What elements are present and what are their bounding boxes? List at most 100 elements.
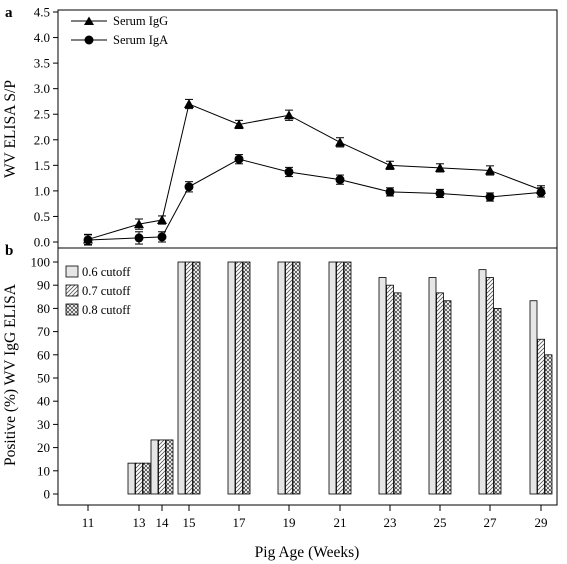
panel-a-y-tick-label: 0.0 xyxy=(34,235,50,250)
data-point-serum-iga xyxy=(83,235,93,245)
bar-group-week-21 xyxy=(328,261,352,495)
panel-a-y-tick-label: 1.0 xyxy=(34,183,50,198)
panel-a-series xyxy=(83,98,546,246)
series-serum-igg xyxy=(83,98,546,246)
panel-a: a WV ELISA S/P 0.0 0.5 1.0 1.5 2.0 2.5 3.0 3.5 4… xyxy=(2,5,558,250)
bar-0-6-cutoff xyxy=(150,439,159,495)
data-point-serum-iga xyxy=(134,233,144,243)
data-point-serum-igg xyxy=(284,110,294,120)
panel-b-legend: 0.6 cutoff 0.7 cutoff 0.8 cutoff xyxy=(65,265,131,317)
panel-a-y-tick-label: 1.5 xyxy=(34,158,50,173)
panel-a-letter: a xyxy=(5,5,13,21)
x-tick-label: 19 xyxy=(283,515,296,530)
x-tick-label: 14 xyxy=(156,515,170,530)
data-point-serum-iga xyxy=(536,187,546,197)
bar-0-8-cutoff xyxy=(443,300,452,495)
bar-0-7-cutoff xyxy=(336,261,344,495)
panel-b-xlabel: Pig Age (Weeks) xyxy=(255,544,360,561)
data-point-serum-iga xyxy=(335,175,345,185)
bar-0-6-cutoff xyxy=(478,269,487,495)
data-point-serum-iga xyxy=(284,167,294,177)
bar-0-6-cutoff xyxy=(529,300,538,495)
series-serum-iga xyxy=(83,154,546,246)
panel-b-y-tick-label: 60 xyxy=(37,347,50,362)
panel-b-ylabel: Positive (%) WV IgG ELISA xyxy=(2,283,19,466)
bar-group-week-23 xyxy=(378,277,402,495)
panel-b-y-tick-label: 30 xyxy=(37,417,50,432)
bar-0-7-cutoff xyxy=(135,462,143,495)
panel-b-y-tick-label: 50 xyxy=(37,371,50,386)
legend-circle-marker xyxy=(84,35,94,45)
panel-a-y-tick-label: 2.5 xyxy=(34,107,50,122)
bar-0-6-cutoff xyxy=(227,261,236,495)
x-tick-label: 29 xyxy=(535,515,548,530)
panel-a-legend: Serum IgG Serum IgA xyxy=(71,14,168,47)
data-point-serum-iga xyxy=(184,182,194,192)
bar-0-8-cutoff xyxy=(493,307,502,495)
panel-a-ylabel: WV ELISA S/P xyxy=(2,80,19,178)
legend-label-serum-igg: Serum IgG xyxy=(113,14,168,28)
data-point-serum-igg xyxy=(385,160,395,170)
panel-a-y-axis: 0.0 0.5 1.0 1.5 2.0 2.5 3.0 3.5 4.0 4.5 xyxy=(34,5,58,250)
panel-b-frame xyxy=(57,247,558,506)
data-point-serum-igg xyxy=(134,219,144,229)
legend-label-0-6-cutoff: 0.6 cutoff xyxy=(82,265,131,279)
panel-a-y-tick-label: 3.0 xyxy=(34,81,50,96)
panel-a-y-tick-label: 4.5 xyxy=(34,5,50,20)
x-tick-label: 21 xyxy=(334,515,347,530)
bar-0-7-cutoff xyxy=(185,261,193,495)
bar-0-6-cutoff xyxy=(277,261,286,495)
x-tick-label: 11 xyxy=(82,515,95,530)
bar-0-7-cutoff xyxy=(158,439,166,495)
data-point-serum-igg xyxy=(335,137,345,147)
bar-0-7-cutoff xyxy=(486,277,494,495)
bar-group-week-27 xyxy=(478,269,502,495)
panel-b-bars xyxy=(127,261,553,495)
data-point-serum-igg xyxy=(157,215,167,225)
panel-b-y-tick-label: 100 xyxy=(31,255,51,270)
bar-0-6-cutoff xyxy=(177,261,186,495)
panel-a-y-tick-label: 3.5 xyxy=(34,56,50,71)
legend-triangle-marker xyxy=(84,16,94,25)
panel-b-x-axis: 11 13 14 15 17 19 21 23 25 27 29 xyxy=(82,505,548,530)
data-point-serum-iga xyxy=(234,154,244,164)
panel-b-y-tick-label: 80 xyxy=(37,301,50,316)
panel-b-y-tick-label: 10 xyxy=(37,463,50,478)
data-point-serum-igg xyxy=(234,119,244,129)
panel-a-y-tick-label: 4.0 xyxy=(34,30,50,45)
data-point-serum-igg xyxy=(485,165,495,175)
bar-group-week-25 xyxy=(428,277,452,495)
panel-b-y-tick-label: 90 xyxy=(37,278,50,293)
panel-a-y-tick-label: 0.5 xyxy=(34,209,50,224)
data-point-serum-iga xyxy=(385,187,395,197)
data-point-serum-igg xyxy=(184,99,194,108)
bar-0-7-cutoff xyxy=(537,338,545,495)
data-point-serum-igg xyxy=(435,162,445,172)
x-tick-label: 15 xyxy=(183,515,196,530)
bar-group-week-15 xyxy=(177,261,201,495)
bar-0-7-cutoff xyxy=(235,261,243,495)
bar-0-8-cutoff xyxy=(165,439,174,495)
panel-b-y-tick-label: 20 xyxy=(37,440,50,455)
bar-0-8-cutoff xyxy=(544,354,553,495)
series-line-serum-iga xyxy=(87,158,542,241)
bar-0-7-cutoff xyxy=(386,284,394,495)
bar-group-week-14 xyxy=(150,439,174,495)
series-line-serum-igg xyxy=(87,103,542,240)
panel-b-letter: b xyxy=(5,243,13,259)
x-tick-label: 17 xyxy=(233,515,247,530)
bar-group-week-19 xyxy=(277,261,301,495)
legend-label-0-7-cutoff: 0.7 cutoff xyxy=(82,284,131,298)
legend-swatch-0-8-cutoff xyxy=(65,303,79,316)
bar-0-8-cutoff xyxy=(192,261,201,495)
data-point-serum-iga xyxy=(485,192,495,202)
panel-b-y-tick-label: 70 xyxy=(37,324,50,339)
bar-0-7-cutoff xyxy=(436,292,444,495)
bar-0-8-cutoff xyxy=(343,261,352,495)
legend-swatch-0-7-cutoff xyxy=(65,284,79,297)
bar-group-week-13 xyxy=(127,462,151,495)
bar-0-7-cutoff xyxy=(285,261,293,495)
panel-a-y-tick-label: 2.0 xyxy=(34,132,50,147)
x-tick-label: 27 xyxy=(484,515,498,530)
